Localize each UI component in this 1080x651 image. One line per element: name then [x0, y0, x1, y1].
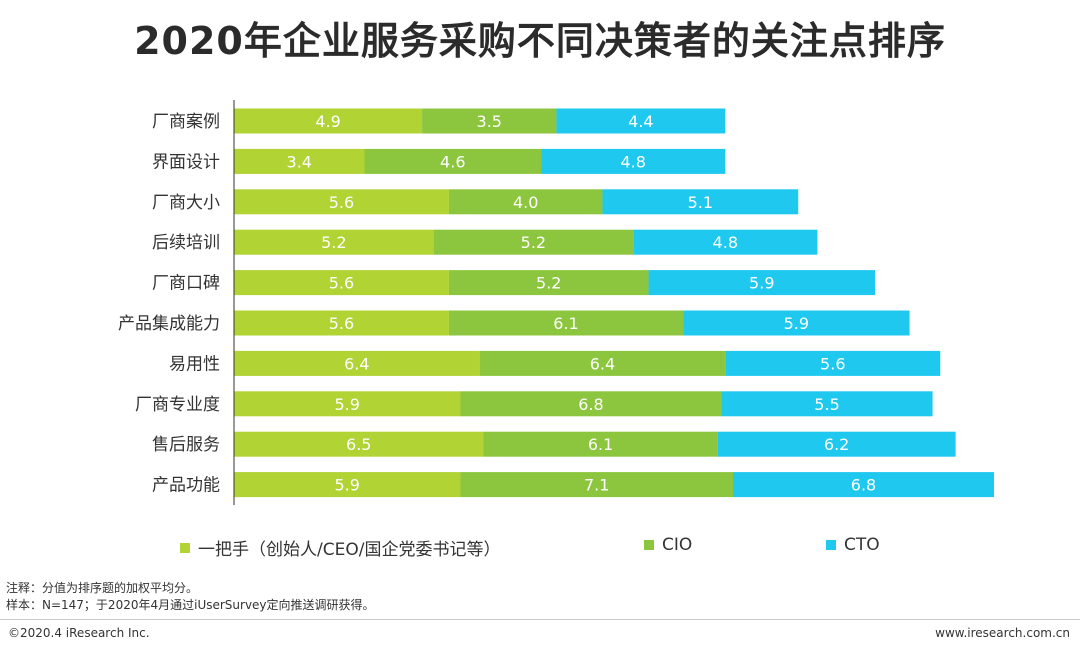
bar-segment-cio — [448, 270, 649, 296]
bar-segment-cto — [602, 189, 799, 215]
bar-segment-cto — [683, 310, 910, 336]
data-label-cio: 4.0 — [513, 193, 538, 212]
data-label-cio: 5.2 — [521, 233, 546, 252]
data-label-cto: 5.1 — [688, 193, 713, 212]
legend-label-cio: CIO — [662, 535, 693, 555]
note-line-2: 样本：N=147；于2020年4月通过iUserSurvey定向推送调研获得。 — [6, 598, 375, 612]
data-label-cio: 6.1 — [588, 435, 613, 454]
data-label-cio: 6.4 — [590, 354, 615, 373]
legend-item-cto: CTO — [826, 535, 880, 555]
notes: 注释：分值为排序题的加权平均分。 样本：N=147；于2020年4月通过iUse… — [6, 580, 375, 614]
data-label-cio: 4.6 — [440, 152, 465, 171]
data-label-cto: 6.8 — [851, 476, 876, 495]
bar-segment-founder — [234, 229, 434, 255]
category-label: 产品功能 — [152, 476, 220, 496]
category-label: 厂商口碑 — [152, 274, 220, 294]
category-label: 产品集成能力 — [118, 314, 220, 334]
bar-segment-cio — [448, 189, 603, 215]
bar-segment-founder — [234, 350, 480, 376]
bar-segment-cto — [717, 431, 956, 457]
bar-segment-cio — [479, 350, 726, 376]
category-label: 易用性 — [169, 354, 220, 374]
data-label-founder: 5.6 — [329, 193, 354, 212]
legend-swatch-founder — [180, 542, 190, 553]
legend-swatch-cio — [644, 540, 654, 550]
category-label: 界面设计 — [152, 152, 220, 172]
data-label-cto: 4.8 — [713, 233, 738, 252]
data-label-founder: 6.4 — [344, 354, 369, 373]
footer-website: www.iresearch.com.cn — [935, 626, 1070, 640]
data-label-cio: 6.1 — [553, 314, 578, 333]
data-label-cto: 6.2 — [824, 435, 849, 454]
bar-segment-founder — [234, 310, 449, 336]
data-label-cto: 5.9 — [784, 314, 809, 333]
data-label-founder: 5.6 — [329, 314, 354, 333]
data-label-cto: 5.6 — [820, 354, 845, 373]
data-label-cio: 7.1 — [584, 476, 609, 495]
bar-segment-cto — [556, 108, 726, 134]
category-label: 厂商案例 — [152, 112, 220, 132]
legend-label-cto: CTO — [844, 535, 880, 555]
footer-divider — [0, 619, 1080, 620]
bar-segment-founder — [234, 472, 461, 498]
data-label-founder: 6.5 — [346, 435, 371, 454]
bar-segment-founder — [234, 189, 449, 215]
data-label-founder: 5.6 — [329, 274, 354, 293]
data-label-founder: 4.9 — [315, 112, 340, 131]
legend-item-founder: 一把手（创始人/CEO/国企党委书记等） — [180, 535, 500, 560]
legend-label-founder: 一把手（创始人/CEO/国企党委书记等） — [198, 540, 501, 560]
bar-segment-cio — [448, 310, 684, 336]
data-label-founder: 5.2 — [321, 233, 346, 252]
chart-title: 2020年企业服务采购不同决策者的关注点排序 — [134, 19, 946, 63]
data-label-cto: 4.4 — [628, 112, 653, 131]
data-label-cto: 5.5 — [814, 395, 839, 414]
data-label-cto: 4.8 — [620, 152, 645, 171]
bar-segment-founder — [234, 431, 484, 457]
bar-segment-cto — [633, 229, 818, 255]
bar-segment-cto — [725, 350, 941, 376]
data-label-cio: 3.5 — [477, 112, 502, 131]
legend-swatch-cto — [826, 540, 836, 550]
note-line-1: 注释：分值为排序题的加权平均分。 — [6, 581, 199, 595]
data-label-founder: 5.9 — [335, 395, 360, 414]
bar-segment-cto — [721, 391, 933, 417]
legend-item-cio: CIO — [644, 535, 692, 555]
bar-segment-cio — [483, 431, 718, 457]
stacked-bar-chart: 厂商案例 4.9 3.5 4.4 界面设计 3.4 4.6 4.8 厂商大小 5.6 4.0 5.1 后… — [118, 100, 994, 506]
bar-segment-founder — [234, 391, 461, 417]
category-label: 厂商大小 — [152, 193, 220, 213]
data-label-founder: 3.4 — [287, 152, 312, 171]
footer-copyright: ©2020.4 iResearch Inc. — [8, 626, 150, 640]
bar-segment-cio — [460, 391, 722, 417]
bar-segment-founder — [234, 270, 449, 296]
category-label: 后续培训 — [152, 233, 220, 253]
bar-segment-cio — [364, 148, 542, 174]
bar-segment-cto — [648, 270, 876, 296]
bar-segment-cto — [541, 148, 726, 174]
data-label-cio: 6.8 — [578, 395, 603, 414]
bar-segment-founder — [234, 148, 365, 174]
category-label: 厂商专业度 — [135, 395, 220, 415]
bar-segment-cio — [460, 472, 733, 498]
bar-segment-founder — [234, 108, 423, 134]
bar-segment-cto — [732, 472, 994, 498]
bar-segment-cio — [433, 229, 634, 255]
legend: 一把手（创始人/CEO/国企党委书记等） CIO CTO — [0, 535, 1080, 560]
data-label-cio: 5.2 — [536, 274, 561, 293]
category-label: 售后服务 — [152, 435, 220, 455]
data-label-cto: 5.9 — [749, 274, 774, 293]
data-label-founder: 5.9 — [335, 476, 360, 495]
bar-segment-cio — [422, 108, 557, 134]
